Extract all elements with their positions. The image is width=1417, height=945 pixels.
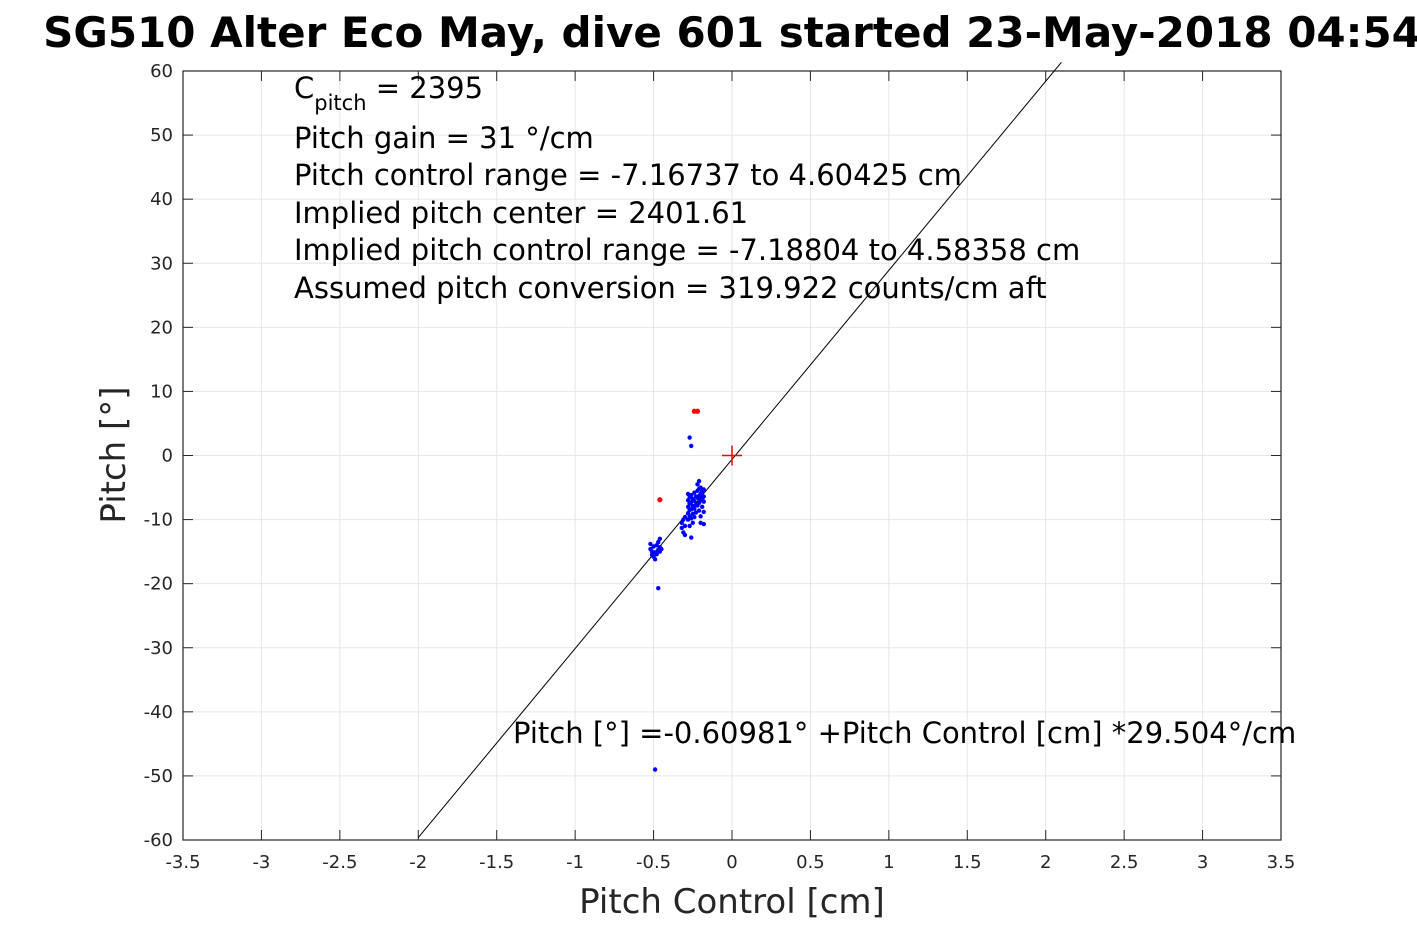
data-point [694, 408, 701, 414]
x-tick-labels: -3.5 -3 -2.5 -2 -1.5 -1 -0.5 0 0.5 1 1.5 2 2.5 3 3.5 [165, 852, 1295, 873]
y-tick-label: 60 [150, 61, 173, 82]
x-tick-label: -2 [409, 852, 427, 873]
y-tick-label: -40 [144, 702, 173, 723]
x-tick-label: 1.5 [953, 852, 982, 873]
data-point [654, 551, 659, 557]
chart-title: SG510 Alter Eco May, dive 601 started 23… [43, 8, 1417, 57]
pitch-gain-annotation: Pitch gain = 31 °/cm [294, 121, 594, 155]
data-point [682, 532, 688, 538]
x-tick-label: -1 [566, 852, 584, 873]
grid-lines [182, 70, 1282, 841]
x-tick-label: -3 [252, 852, 270, 873]
data-point [701, 487, 706, 492]
data-point [692, 506, 697, 511]
y-tick-label: -60 [144, 830, 173, 851]
x-tick-label: -3.5 [165, 852, 200, 873]
fit-line [417, 62, 1062, 838]
data-point [689, 535, 694, 540]
c-pitch-value: = 2395 [367, 71, 484, 105]
x-tick-label: 2 [1040, 852, 1051, 873]
data-point [648, 541, 653, 547]
data-point [689, 443, 694, 449]
data-point [682, 514, 688, 520]
data-point [701, 494, 706, 499]
c-pitch-annotation: Cpitch = 2395 [294, 71, 483, 115]
data-point [701, 521, 706, 527]
data-point [692, 514, 697, 520]
assumed-pitch-conversion-annotation: Assumed pitch conversion = 319.922 count… [294, 271, 1047, 305]
y-tick-label: 0 [162, 446, 173, 467]
y-tick-label: 40 [150, 189, 173, 210]
data-point [657, 536, 663, 542]
data-point [659, 546, 664, 552]
implied-pitch-center-annotation: Implied pitch center = 2401.61 [294, 196, 748, 230]
x-tick-label: 3.5 [1267, 852, 1296, 873]
axis-ticks [182, 70, 1282, 841]
y-tick-label: -30 [144, 638, 173, 659]
y-tick-label: -50 [144, 766, 173, 787]
c-pitch-symbol: C [294, 71, 314, 105]
x-tick-label: 2.5 [1110, 852, 1139, 873]
x-tick-label: 1 [883, 852, 894, 873]
center-marker [722, 445, 742, 466]
y-tick-label: 20 [150, 317, 173, 338]
data-point [690, 520, 695, 525]
data-point [699, 504, 705, 509]
data-point [682, 523, 688, 529]
data-point [656, 585, 661, 591]
implied-pitch-control-range-annotation: Implied pitch control range = -7.18804 t… [294, 233, 1080, 267]
data-point [692, 498, 697, 504]
data-point [652, 557, 658, 562]
x-axis-label: Pitch Control [cm] [579, 882, 885, 922]
data-point [701, 509, 706, 515]
data-point [687, 435, 692, 440]
x-tick-label: -1.5 [479, 852, 514, 873]
data-point [698, 514, 703, 519]
y-tick-label: 50 [150, 125, 173, 146]
x-tick-label: 0 [726, 852, 737, 873]
x-tick-label: -2.5 [322, 852, 357, 873]
c-pitch-subscript: pitch [314, 91, 366, 115]
data-points [648, 408, 706, 772]
y-tick-label: -10 [144, 510, 173, 531]
y-tick-label: 30 [150, 253, 173, 274]
data-point [689, 493, 694, 498]
y-tick-labels: -60 -50 -40 -30 -20 -10 0 10 20 30 40 50 60 [144, 61, 173, 851]
data-point [687, 523, 692, 529]
y-axis-label: Pitch [°] [94, 386, 134, 523]
y-tick-label: -20 [144, 574, 173, 595]
data-point [652, 767, 658, 772]
fit-equation-annotation: Pitch [°] =-0.60981° +Pitch Control [cm]… [513, 716, 1296, 750]
pitch-control-range-annotation: Pitch control range = -7.16737 to 4.6042… [294, 158, 962, 192]
data-point [696, 478, 702, 484]
x-tick-label: -0.5 [636, 852, 671, 873]
x-tick-label: 0.5 [796, 852, 825, 873]
data-point [696, 508, 702, 513]
y-tick-label: 10 [150, 381, 173, 402]
data-point [657, 497, 663, 503]
data-point [701, 499, 706, 504]
x-tick-label: 3 [1197, 852, 1208, 873]
